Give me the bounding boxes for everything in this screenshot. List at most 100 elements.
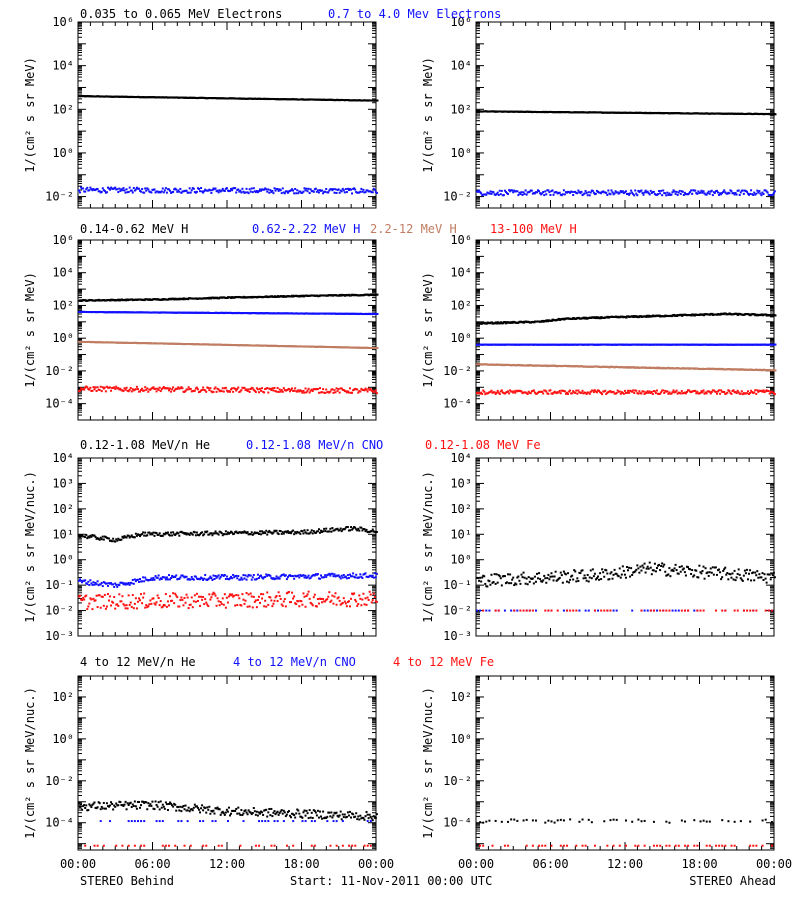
data-point bbox=[244, 191, 247, 194]
data-point bbox=[370, 191, 373, 194]
data-point bbox=[477, 392, 480, 395]
data-point bbox=[292, 529, 295, 532]
data-point bbox=[318, 189, 321, 192]
plot-frame bbox=[475, 21, 775, 209]
data-point bbox=[112, 537, 115, 540]
data-point bbox=[625, 193, 628, 196]
data-point bbox=[501, 391, 504, 394]
data-point bbox=[490, 192, 493, 195]
data-point bbox=[94, 386, 97, 389]
data-point bbox=[504, 391, 507, 394]
data-point bbox=[162, 532, 165, 535]
data-point bbox=[206, 386, 209, 389]
data-point bbox=[195, 531, 198, 534]
data-point bbox=[165, 532, 168, 535]
data-point bbox=[156, 190, 159, 193]
data-point bbox=[336, 527, 339, 530]
data-point bbox=[110, 186, 113, 189]
data-point bbox=[98, 538, 101, 541]
data-point bbox=[212, 187, 215, 190]
data-point bbox=[350, 188, 353, 191]
data-point bbox=[273, 187, 276, 190]
data-point bbox=[174, 388, 177, 391]
data-point bbox=[92, 534, 95, 537]
data-point bbox=[302, 389, 305, 392]
data-point bbox=[549, 194, 552, 197]
data-point bbox=[567, 393, 570, 396]
data-point bbox=[322, 530, 325, 533]
data-point bbox=[151, 533, 154, 536]
data-point bbox=[499, 321, 503, 324]
data-point bbox=[507, 193, 510, 196]
data-point bbox=[219, 190, 222, 193]
data-point bbox=[728, 389, 731, 392]
data-point bbox=[339, 387, 342, 390]
data-point bbox=[93, 583, 96, 586]
data-point bbox=[772, 392, 775, 395]
data-point bbox=[488, 391, 491, 394]
data-point bbox=[112, 583, 115, 586]
y-tick-label: 10⁻¹ bbox=[45, 578, 74, 592]
data-point bbox=[160, 388, 163, 391]
data-point bbox=[197, 534, 200, 537]
data-point bbox=[375, 392, 378, 395]
data-point bbox=[485, 322, 488, 325]
data-point bbox=[317, 528, 320, 531]
data-point bbox=[618, 390, 621, 393]
data-point bbox=[679, 192, 682, 195]
data-point bbox=[529, 189, 532, 192]
data-point bbox=[613, 192, 616, 195]
data-point bbox=[215, 190, 218, 193]
data-point bbox=[740, 390, 743, 393]
data-point bbox=[280, 389, 283, 392]
data-point bbox=[766, 389, 769, 392]
data-point bbox=[375, 346, 379, 349]
data-point bbox=[605, 392, 608, 395]
series-blue bbox=[476, 343, 777, 346]
data-point bbox=[293, 192, 296, 195]
data-point bbox=[375, 192, 378, 195]
data-point bbox=[231, 531, 234, 534]
data-point bbox=[170, 531, 173, 534]
data-point bbox=[612, 193, 615, 196]
data-point bbox=[549, 389, 552, 392]
data-point bbox=[312, 388, 315, 391]
series-black bbox=[78, 94, 379, 102]
data-point bbox=[702, 389, 705, 392]
data-point bbox=[308, 192, 311, 195]
data-point bbox=[171, 534, 174, 537]
data-point bbox=[572, 194, 575, 197]
data-point bbox=[304, 189, 307, 192]
data-point bbox=[640, 392, 643, 395]
data-point bbox=[718, 193, 721, 196]
data-point bbox=[137, 390, 140, 393]
data-point bbox=[616, 191, 619, 194]
data-point bbox=[134, 532, 137, 535]
data-point bbox=[342, 189, 345, 192]
data-point bbox=[315, 190, 318, 193]
data-point bbox=[263, 531, 266, 534]
data-point bbox=[223, 387, 226, 390]
data-point bbox=[480, 192, 483, 195]
data-point bbox=[128, 536, 131, 539]
data-point bbox=[261, 387, 264, 390]
data-point bbox=[773, 369, 777, 372]
data-point bbox=[179, 387, 182, 390]
data-point bbox=[240, 389, 243, 392]
data-point bbox=[165, 576, 168, 579]
data-point bbox=[340, 387, 343, 390]
data-point bbox=[195, 190, 198, 193]
data-point bbox=[145, 388, 148, 391]
data-point bbox=[360, 387, 363, 390]
data-point bbox=[109, 582, 112, 585]
data-point bbox=[677, 391, 680, 394]
data-point bbox=[163, 576, 166, 579]
data-point bbox=[103, 190, 106, 193]
data-point bbox=[324, 190, 327, 193]
data-point bbox=[197, 187, 200, 190]
data-point bbox=[730, 392, 733, 395]
data-point bbox=[353, 187, 356, 190]
data-point bbox=[573, 391, 576, 394]
data-point bbox=[132, 389, 135, 392]
